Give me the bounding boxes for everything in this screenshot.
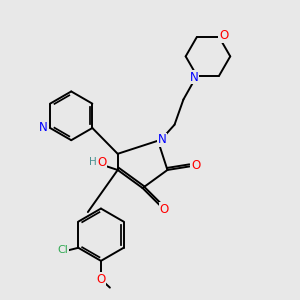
Text: O: O	[219, 29, 228, 42]
Text: N: N	[158, 133, 167, 146]
Text: O: O	[159, 203, 169, 216]
Text: O: O	[191, 159, 200, 172]
Text: O: O	[97, 156, 106, 169]
Text: N: N	[190, 71, 198, 84]
Text: O: O	[96, 273, 106, 286]
Text: H: H	[89, 157, 97, 167]
Text: N: N	[39, 121, 48, 134]
Text: Cl: Cl	[57, 245, 68, 255]
